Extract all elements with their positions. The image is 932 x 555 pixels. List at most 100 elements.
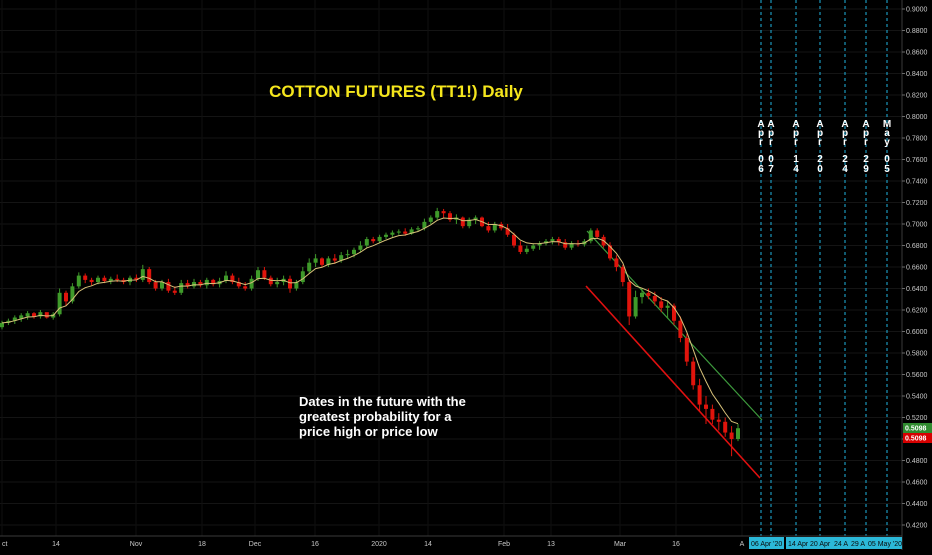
y-tick-label-23: 0.8800 — [906, 28, 928, 35]
candle-body-67 — [428, 217, 433, 222]
y-tick-label-1: 0.4400 — [906, 501, 928, 508]
future-date-tag-0: 06 Apr '20 — [751, 541, 782, 548]
future-date-tag-bg-4 — [832, 537, 849, 549]
candle-body-64 — [409, 229, 414, 234]
candle-body-36 — [230, 275, 235, 283]
candle-body-111 — [710, 408, 715, 420]
candle-17 — [108, 276, 113, 285]
candle-13 — [83, 273, 88, 284]
candle-106 — [678, 316, 683, 343]
future-date-tag-bg-6 — [866, 537, 902, 549]
candle-76 — [486, 221, 491, 233]
candle-body-69 — [441, 211, 446, 214]
candle-79 — [505, 224, 510, 237]
candle-69 — [441, 208, 446, 218]
candle-body-74 — [473, 217, 478, 220]
candle-95 — [608, 242, 612, 261]
candle-body-114 — [729, 432, 734, 439]
annotation-line-1: Dates in the future with the — [299, 394, 466, 409]
x-tick-label-9: 13 — [547, 541, 555, 548]
candle-12 — [76, 272, 81, 289]
candle-body-89 — [569, 243, 574, 248]
x-tick-label-8: Feb — [498, 541, 510, 548]
y-tick-label-11: 0.6400 — [906, 286, 928, 293]
y-tick-label-3: 0.4800 — [906, 458, 928, 465]
candle-body-43 — [275, 282, 280, 285]
x-tick-label-4: Dec — [249, 541, 262, 548]
candle-84 — [537, 241, 542, 250]
candle-29 — [185, 279, 190, 289]
candle-body-45 — [288, 278, 292, 289]
x-tick-label-10: Mar — [614, 541, 627, 548]
candle-body-85 — [544, 241, 548, 244]
candle-body-108 — [691, 361, 696, 386]
candle-72 — [460, 216, 465, 229]
candle-body-92 — [588, 230, 593, 242]
candle-88 — [563, 239, 568, 250]
future-date-tag-bg-5 — [849, 537, 866, 549]
candle-body-84 — [537, 243, 542, 246]
candle-body-68 — [435, 211, 440, 218]
future-date-tag-bg-0 — [749, 537, 784, 549]
y-tick-label-20: 0.8200 — [906, 93, 928, 100]
candle-67 — [428, 215, 433, 224]
candle-body-102 — [652, 296, 657, 302]
x-tick-label-0: ct — [2, 541, 8, 548]
candle-body-15 — [96, 277, 100, 283]
candle-82 — [524, 245, 529, 255]
candle-41 — [262, 267, 267, 280]
y-tick-label-22: 0.8600 — [906, 50, 928, 57]
candle-body-7 — [44, 312, 49, 318]
candle-110 — [704, 396, 708, 424]
candle-97 — [620, 264, 625, 287]
candle-body-2 — [12, 317, 17, 321]
candle-body-77 — [492, 224, 497, 231]
candle-body-49 — [313, 258, 318, 263]
candle-body-66 — [422, 221, 427, 229]
candle-92 — [588, 228, 593, 244]
candle-body-42 — [268, 277, 273, 285]
candle-body-25 — [160, 282, 164, 289]
candle-body-16 — [102, 277, 107, 281]
x-tick-label-12: A — [740, 541, 745, 548]
candle-body-24 — [153, 282, 158, 289]
price-tag-bg-1 — [903, 433, 932, 443]
candle-111 — [710, 404, 715, 424]
candle-9 — [57, 288, 62, 317]
candle-body-97 — [620, 267, 625, 283]
candle-body-4 — [25, 313, 30, 317]
candle-61 — [390, 230, 395, 237]
candle-body-51 — [326, 258, 331, 265]
candle-body-57 — [364, 239, 369, 246]
candle-30 — [192, 278, 196, 289]
candle-113 — [723, 417, 728, 437]
y-tick-label-7: 0.5600 — [906, 372, 928, 379]
y-tick-label-5: 0.5200 — [906, 415, 928, 422]
candle-35 — [224, 271, 228, 284]
y-tick-label-13: 0.6800 — [906, 243, 928, 250]
candle-body-82 — [524, 248, 529, 252]
candle-body-115 — [736, 428, 740, 439]
candle-99 — [633, 290, 638, 319]
future-date-lines — [760, 0, 888, 536]
candle-38 — [243, 282, 248, 291]
candle-31 — [198, 279, 203, 288]
candle-body-93 — [595, 230, 600, 237]
candle-52 — [332, 254, 337, 264]
future-date-tag-6: 05 May '20 — [868, 541, 902, 548]
candle-2 — [12, 315, 17, 324]
candle-50 — [320, 257, 324, 267]
y-tick-label-2: 0.4600 — [906, 480, 928, 487]
candle-body-48 — [307, 262, 312, 272]
price-tag-bg-0 — [903, 423, 932, 433]
candle-22 — [140, 264, 145, 283]
candle-body-112 — [716, 419, 721, 422]
candle-body-81 — [518, 245, 523, 252]
candle-body-33 — [211, 279, 216, 285]
candle-43 — [275, 277, 280, 288]
moving-average-line — [1, 217, 739, 425]
